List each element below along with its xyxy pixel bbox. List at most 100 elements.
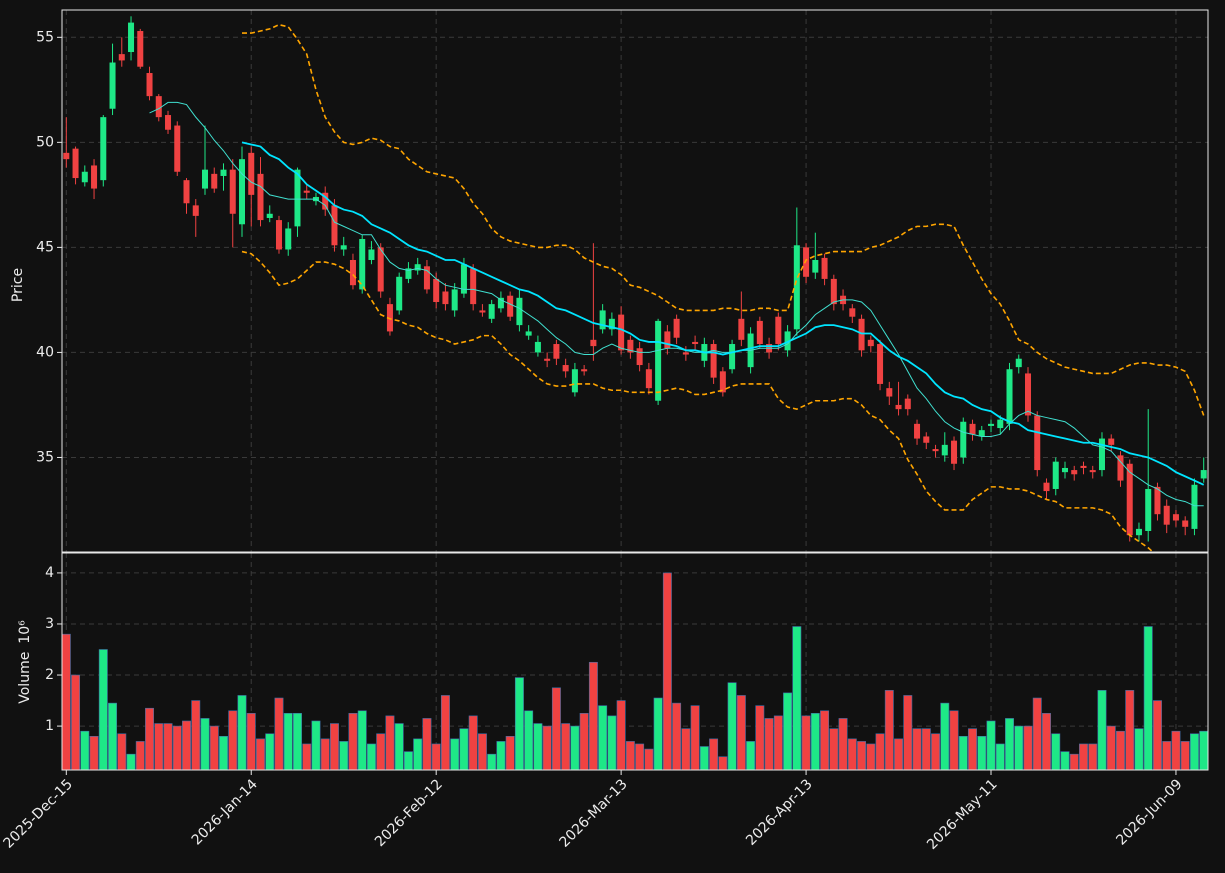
candle-body	[368, 249, 375, 260]
volume-bar	[339, 741, 349, 771]
candle-body	[571, 369, 578, 393]
candle-body	[941, 444, 948, 456]
candle-body	[451, 289, 458, 311]
y-tick-label: 2	[45, 667, 54, 683]
volume-bar	[61, 633, 71, 771]
volume-bar	[570, 725, 580, 771]
candle-body	[997, 419, 1004, 429]
volume-bar	[857, 741, 867, 771]
candle-body	[719, 371, 726, 393]
volume-bar	[820, 710, 830, 771]
candle-body	[812, 259, 819, 273]
band-line	[241, 23, 1205, 416]
volume-bar	[320, 738, 330, 771]
candle-body	[386, 304, 393, 332]
volume-bar	[699, 746, 709, 771]
volume-bar	[764, 718, 774, 771]
volume-bar	[709, 738, 719, 771]
candle-body	[1080, 465, 1087, 468]
candle-body	[553, 344, 560, 359]
candle-body	[562, 365, 569, 372]
volume-bar	[348, 713, 358, 771]
candle-body	[442, 291, 449, 305]
candle-body	[1043, 482, 1050, 492]
candle-body	[165, 115, 172, 130]
candle-body	[257, 173, 264, 221]
candle-body	[470, 268, 477, 305]
candle-body	[849, 308, 856, 317]
y-tick-label: 40	[36, 344, 54, 360]
volume-bar	[635, 743, 645, 771]
candle-body	[858, 318, 865, 351]
candle-body	[1135, 528, 1142, 536]
candle-body	[784, 331, 791, 351]
volume-bar	[1079, 743, 1088, 771]
candle-body	[340, 245, 347, 250]
y-tick-label: 50	[36, 134, 54, 150]
volume-bar	[995, 743, 1005, 771]
volume-bar	[1097, 690, 1107, 771]
candle-body	[1089, 470, 1096, 473]
volume-bar	[524, 710, 534, 771]
price-frame	[61, 9, 1209, 553]
volume-bar	[1088, 743, 1098, 771]
candle-body	[1061, 467, 1068, 473]
candle-body	[81, 171, 88, 183]
candle-body	[775, 316, 782, 345]
volume-bar	[773, 715, 783, 771]
candle-body	[830, 278, 837, 305]
candle-body	[590, 339, 597, 347]
volume-bar	[1106, 725, 1116, 771]
volume-bar	[755, 705, 765, 771]
candle-body	[1015, 358, 1022, 368]
overlay-lines	[149, 23, 1205, 552]
volume-bar	[551, 687, 561, 771]
candle-body	[479, 310, 486, 313]
candle-body	[729, 344, 736, 370]
volume-bar	[431, 743, 441, 771]
volume-bar	[653, 697, 663, 771]
candle-body	[275, 220, 282, 250]
volume-bar	[265, 733, 275, 771]
volume-offset: 10⁶	[17, 620, 33, 644]
candle-body	[738, 318, 745, 340]
volume-bar	[783, 692, 793, 771]
volume-bar	[579, 713, 589, 771]
candle-body	[914, 423, 921, 439]
volume-bar	[958, 736, 968, 771]
candle-body	[414, 264, 421, 271]
volume-bar	[1180, 741, 1190, 771]
volume-bar	[1143, 626, 1153, 771]
volume-bar	[191, 700, 201, 771]
y-tick-label: 35	[36, 449, 54, 465]
candle-body	[534, 341, 541, 353]
volume-bar	[283, 713, 293, 771]
volume-bar	[80, 730, 90, 771]
moving-average-line	[149, 101, 1204, 507]
candle-body	[137, 31, 144, 67]
volume-bar	[940, 702, 950, 771]
volume-bar	[237, 695, 247, 771]
candle-body	[109, 62, 116, 109]
volume-bar	[894, 738, 904, 771]
volume-bar	[736, 695, 746, 771]
candle-body	[932, 449, 939, 452]
candle-body	[895, 404, 902, 410]
candle-body	[1182, 520, 1189, 527]
candle-body	[1071, 470, 1078, 475]
volume-bar	[302, 743, 312, 771]
volume-bar	[163, 723, 173, 771]
candle-body	[322, 192, 329, 210]
volume-bar	[968, 728, 977, 771]
volume-bar	[672, 702, 682, 771]
volume-bar	[487, 753, 497, 771]
candle-body	[507, 295, 514, 317]
volume-axis-label: Volume 10⁶	[17, 620, 33, 704]
candle-body	[951, 440, 958, 464]
moving-average-line	[241, 141, 1205, 486]
candle-body	[608, 318, 615, 330]
volume-bar	[246, 713, 256, 771]
candle-body	[220, 169, 227, 176]
volume-bar	[616, 700, 626, 771]
candle-body	[211, 173, 218, 189]
